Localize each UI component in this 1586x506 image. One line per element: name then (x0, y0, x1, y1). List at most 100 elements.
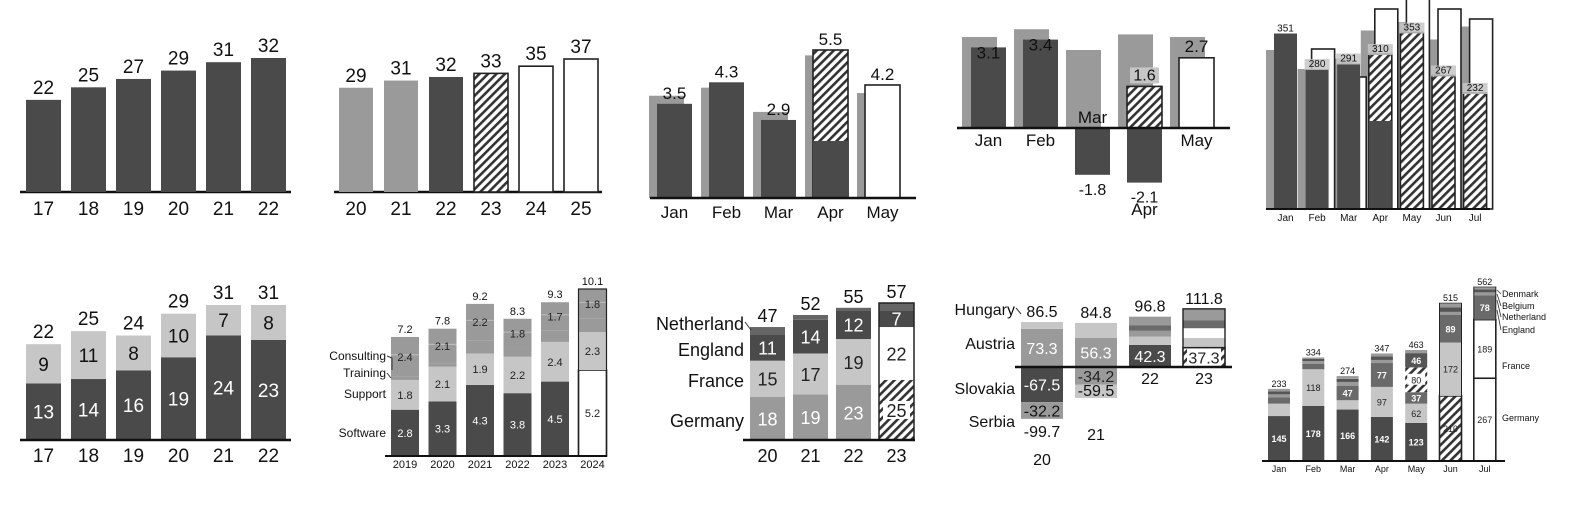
bar-segment (1129, 336, 1171, 346)
bar-segment (1370, 353, 1393, 357)
total-label: 10.1 (582, 276, 603, 288)
data-label: 4.3 (715, 62, 739, 81)
x-tick-label: Apr (1373, 213, 1389, 224)
x-tick-label: Mar (1078, 108, 1108, 127)
bar-segment (879, 310, 914, 328)
segment-label: 47 (1343, 388, 1353, 398)
bar-segment (793, 394, 828, 440)
bar (251, 58, 286, 192)
segment-label: 1.8 (397, 390, 412, 402)
bar-actual-part (813, 141, 848, 198)
total-label: 52 (800, 294, 820, 314)
bar-segment (116, 335, 151, 371)
data-label: 25 (78, 65, 99, 86)
total-label: 22 (33, 322, 54, 343)
x-tick-label: Apr (1375, 464, 1389, 474)
data-label: 310 (1372, 44, 1389, 55)
data-label: 32 (258, 36, 279, 57)
data-label: -2.1 (1131, 190, 1159, 207)
x-tick-label: 17 (33, 446, 54, 467)
segment-label: 11 (758, 338, 777, 358)
bar-segment (1439, 342, 1462, 396)
segment-label: 24 (213, 379, 235, 400)
segment-label: 8 (263, 313, 274, 334)
total-label: 25 (78, 309, 99, 330)
x-tick-label: Jan (1277, 213, 1293, 224)
segment-label: 2.8 (397, 428, 412, 440)
x-tick-label: 19 (123, 199, 144, 220)
data-label: 31 (390, 59, 411, 80)
label-bg (1304, 59, 1330, 70)
reference-bar (1066, 50, 1101, 128)
segment-label: 18 (757, 409, 777, 429)
x-tick-label: 22 (843, 446, 863, 466)
segment-label: 189 (1477, 344, 1492, 354)
bar-segment (1302, 405, 1325, 461)
x-tick-label: 20 (757, 446, 777, 466)
data-label: 351 (1277, 24, 1294, 35)
bar-segment (466, 340, 494, 354)
total-label: 47 (757, 306, 777, 326)
segment-label: 2.4 (547, 357, 562, 369)
bar-segment (1405, 353, 1428, 368)
x-tick-label: 2022 (505, 459, 529, 471)
data-label: 31 (213, 40, 234, 61)
segment-label: 37.3 (1188, 350, 1219, 367)
x-tick-label: 2019 (393, 459, 417, 471)
x-tick-label: Mar (1340, 213, 1358, 224)
bar (206, 62, 241, 192)
bar (761, 119, 796, 198)
bar-segment (750, 396, 785, 440)
legend-label: Netherland (656, 314, 744, 334)
total-label: -99.7 (1024, 424, 1061, 441)
segment-label: 1.9 (472, 364, 487, 376)
data-label: 29 (345, 66, 366, 87)
bar-segment (793, 319, 828, 354)
x-tick-label: Jun (1435, 213, 1451, 224)
bar-segment (206, 335, 241, 440)
segment-label: 19 (800, 408, 820, 428)
x-tick-label: 22 (258, 446, 279, 467)
segment-label: 3.3 (435, 424, 450, 436)
bar-actual-part (1368, 121, 1392, 209)
data-label: 291 (1340, 54, 1357, 65)
x-tick-label: Mar (764, 203, 794, 222)
segment-label: 118 (1306, 383, 1320, 393)
bar-segment (161, 357, 196, 440)
x-tick-label: Jan (975, 131, 1002, 150)
x-tick-label: Jan (661, 203, 688, 222)
segment-label: 97 (1377, 397, 1387, 407)
segment-label: 77 (1377, 370, 1387, 380)
bar (971, 47, 1006, 128)
bar (339, 87, 373, 192)
x-tick-label: Feb (1026, 131, 1055, 150)
segment-label: 17 (800, 365, 820, 385)
x-tick-label: Jan (1272, 464, 1287, 474)
bar-segment (1075, 367, 1117, 385)
segment-label: 2.1 (435, 379, 450, 391)
x-tick-label: 21 (213, 446, 234, 467)
segment-label: 13 (33, 403, 54, 424)
bar-segment (1336, 378, 1359, 382)
x-tick-label: Feb (1308, 213, 1326, 224)
x-tick-label: 22 (435, 199, 456, 220)
x-tick-label: 20 (168, 446, 189, 467)
segment-label: 56.3 (1080, 345, 1111, 362)
legend-label: Germany (670, 411, 744, 431)
bar (473, 72, 509, 193)
total-label: 7.8 (435, 316, 450, 328)
x-tick-label: Apr (1131, 200, 1158, 219)
bar-segment (1439, 311, 1462, 315)
total-label: 84.8 (1080, 305, 1111, 322)
segment-label: 11 (79, 346, 99, 367)
x-tick-label: 17 (33, 199, 54, 220)
label-bg (1399, 22, 1425, 34)
x-tick-label: 18 (78, 446, 99, 467)
x-tick-label: Apr (817, 203, 844, 222)
bar-segment (116, 370, 151, 440)
legend-label: Hungary (955, 302, 1015, 319)
bar-segment (391, 379, 419, 410)
bar-segment (1370, 356, 1393, 360)
total-label: 334 (1306, 347, 1321, 357)
